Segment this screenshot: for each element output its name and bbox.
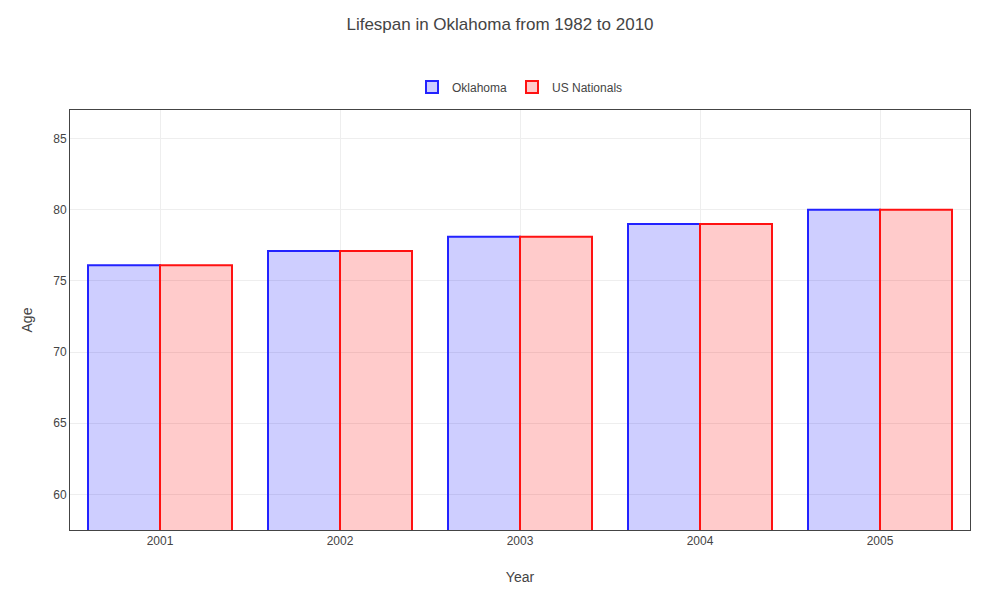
svg-text:Age: Age [19, 307, 35, 332]
svg-text:70: 70 [53, 345, 67, 359]
svg-text:2001: 2001 [147, 534, 174, 548]
svg-text:Lifespan in Oklahoma from 1982: Lifespan in Oklahoma from 1982 to 2010 [346, 15, 653, 34]
svg-text:75: 75 [53, 274, 67, 288]
svg-text:60: 60 [53, 488, 67, 502]
svg-text:85: 85 [53, 132, 67, 146]
svg-text:2005: 2005 [867, 534, 894, 548]
svg-text:2004: 2004 [687, 534, 714, 548]
svg-text:Year: Year [506, 569, 535, 585]
svg-text:2002: 2002 [327, 534, 354, 548]
svg-text:2003: 2003 [507, 534, 534, 548]
svg-text:Oklahoma: Oklahoma [452, 81, 507, 95]
svg-text:US Nationals: US Nationals [552, 81, 622, 95]
svg-text:65: 65 [53, 416, 67, 430]
svg-text:80: 80 [53, 203, 67, 217]
